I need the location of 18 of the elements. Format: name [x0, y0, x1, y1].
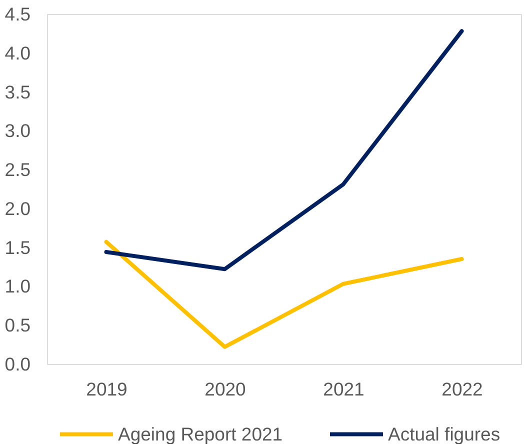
line-series [104, 29, 464, 272]
y-tick-label: 1.5 [4, 236, 30, 258]
y-tick-label: 4.0 [4, 42, 30, 64]
x-tick-label: 2022 [442, 378, 483, 400]
legend-label: Ageing Report 2021 [118, 423, 283, 444]
y-tick-label: 0.0 [4, 354, 30, 374]
x-tick-label: 2021 [323, 378, 364, 400]
y-tick-label: 2.0 [4, 198, 30, 219]
y-tick-label: 3.0 [4, 120, 30, 142]
x-tick-label: 2020 [204, 378, 246, 400]
y-tick-label: 4.5 [4, 4, 30, 24]
y-tick-label: 3.5 [4, 81, 30, 102]
y-tick-label: 1.0 [4, 276, 30, 297]
y-tick-label: 0.5 [4, 314, 30, 336]
x-tick-label: 2019 [86, 378, 128, 400]
legend-label: Actual figures [388, 423, 500, 444]
y-tick-label: 2.5 [4, 159, 30, 180]
line-series [104, 240, 464, 349]
